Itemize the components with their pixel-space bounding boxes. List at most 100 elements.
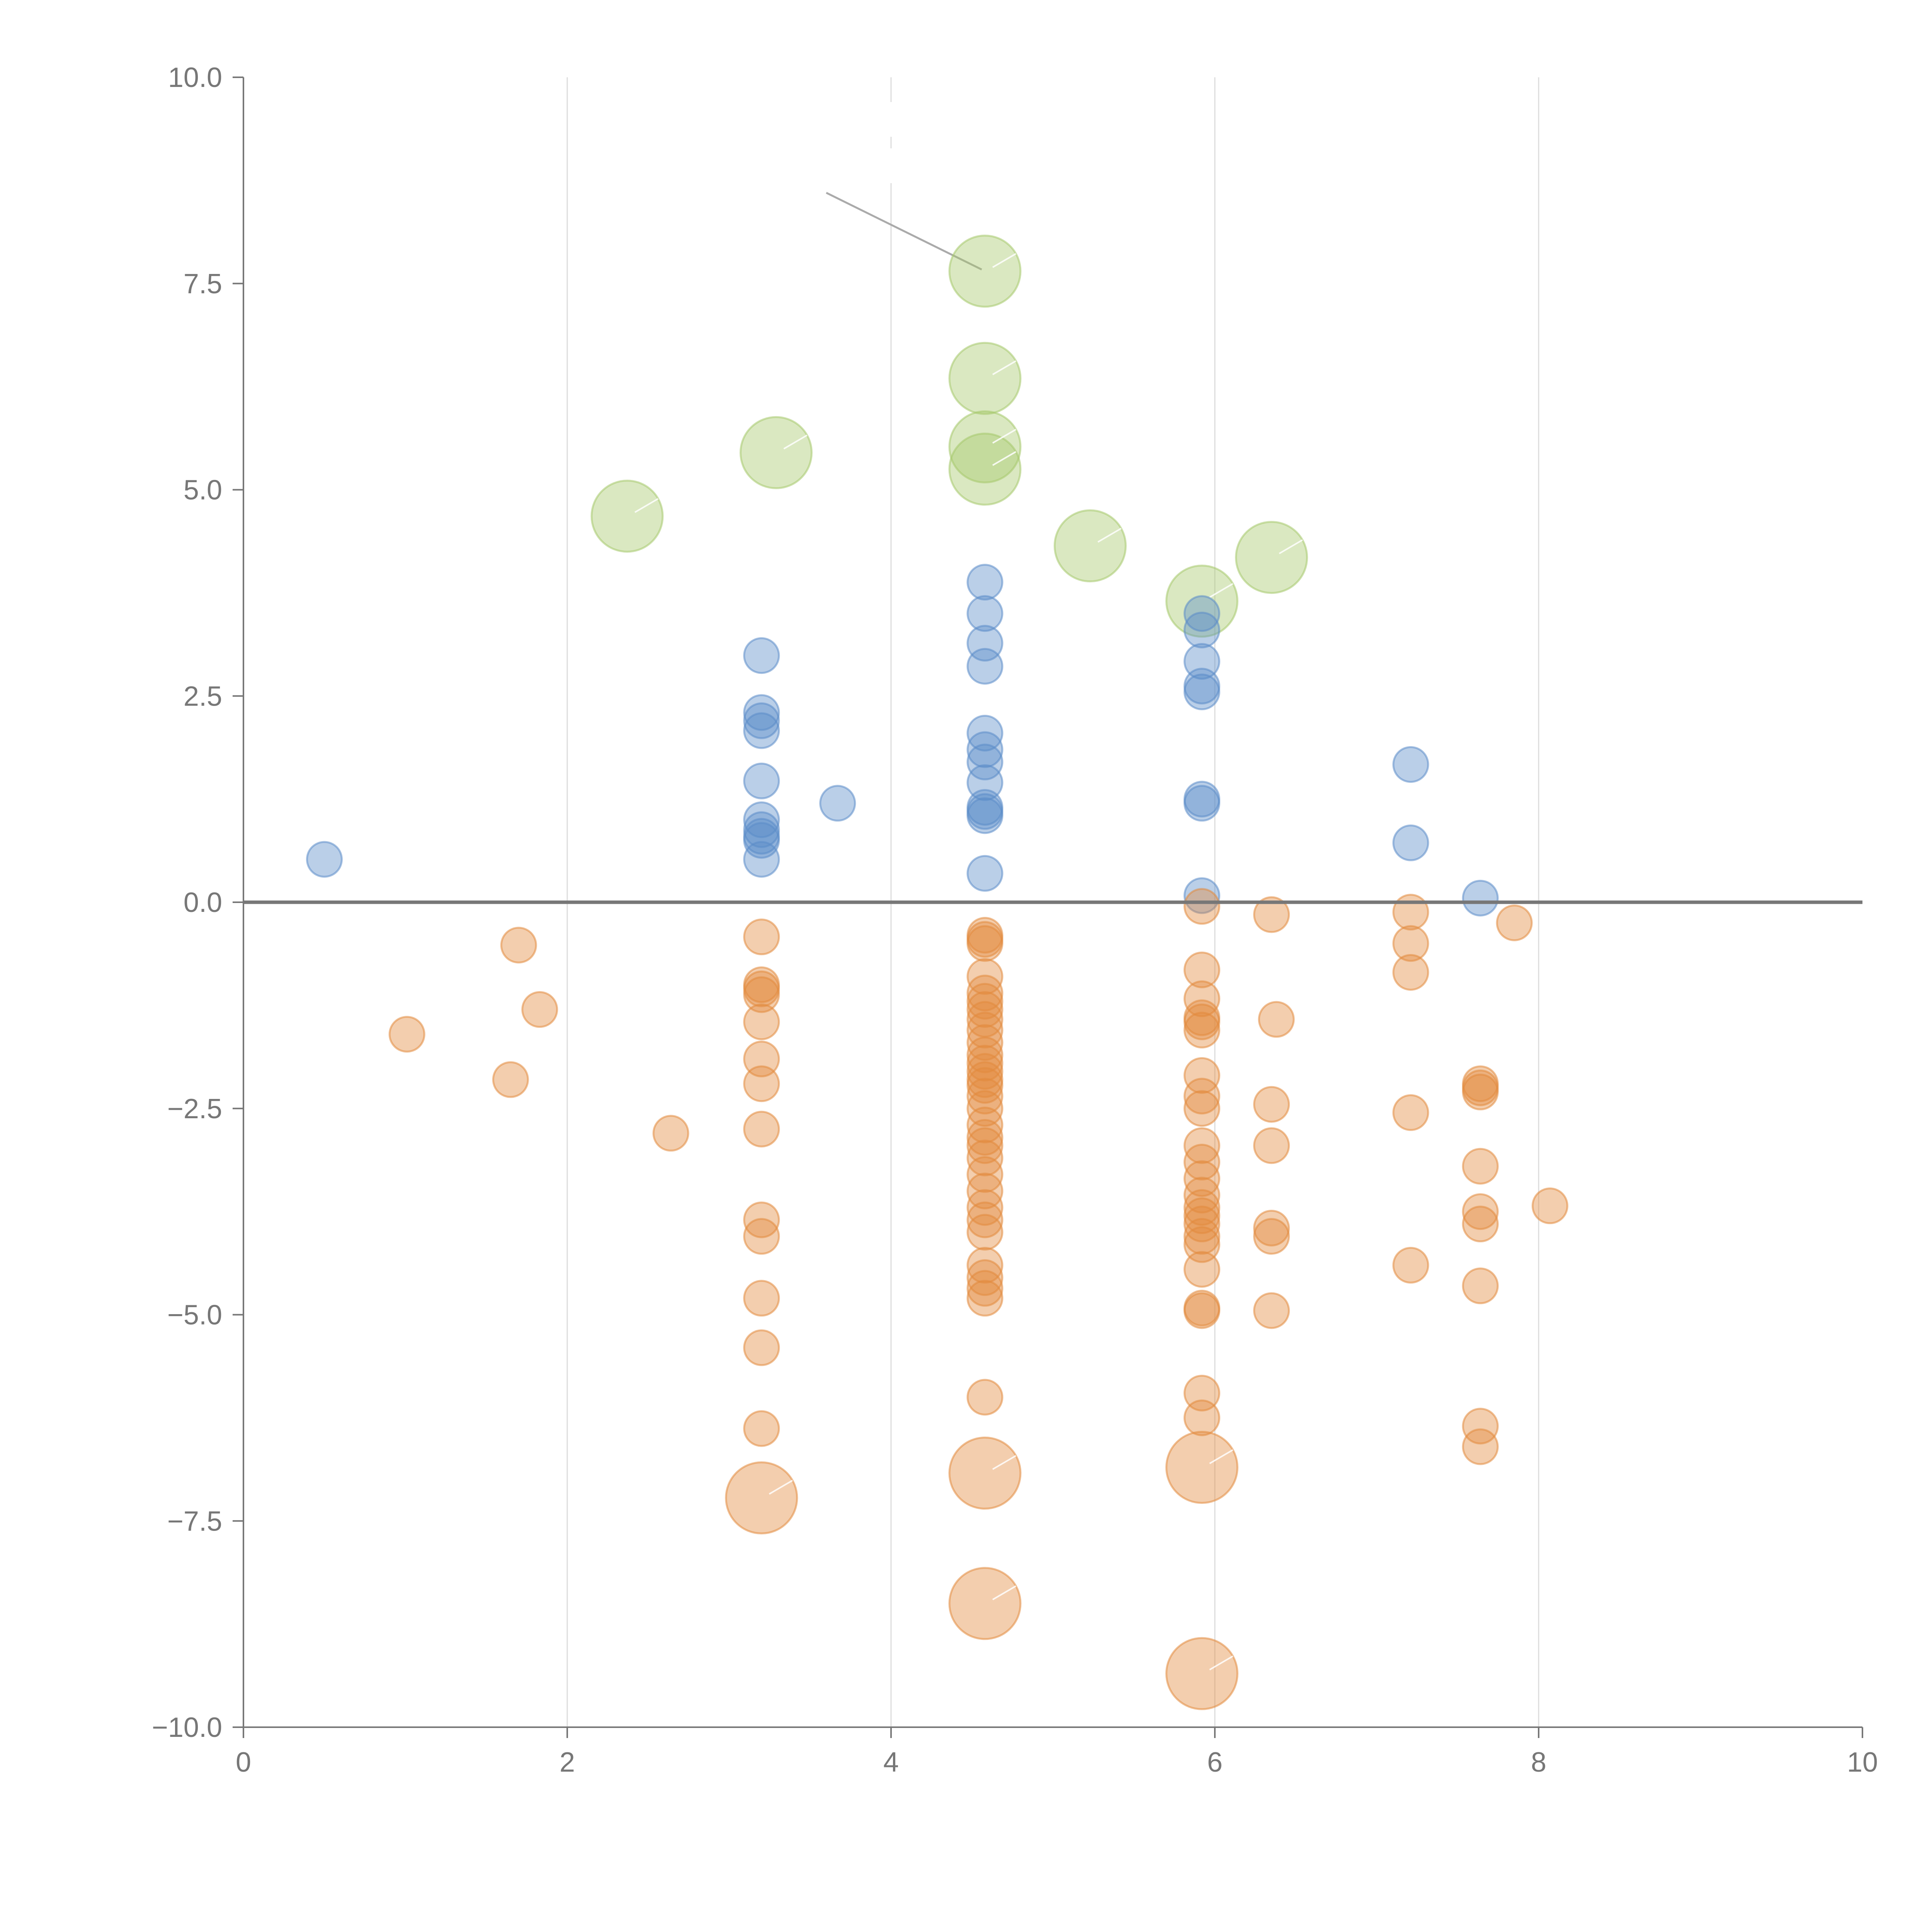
negative-point	[966, 1379, 1003, 1416]
positive-point	[1183, 877, 1220, 914]
x-tick-label: 10	[1847, 1747, 1878, 1778]
label-leader-line	[992, 1585, 1017, 1600]
y-tick-label: 7.5	[184, 269, 222, 299]
positive-point	[966, 648, 1003, 685]
negative-point	[1183, 1003, 1220, 1041]
negative-point	[1183, 1251, 1220, 1288]
label-leader-line	[992, 253, 1017, 268]
negative-point	[743, 1410, 780, 1447]
positive-point	[1183, 785, 1220, 822]
positive-point	[743, 822, 780, 859]
negative-point	[743, 976, 780, 1013]
negative-point	[1258, 1001, 1295, 1038]
x-tick-label: 2	[560, 1747, 575, 1778]
positive-point	[1392, 746, 1429, 783]
y-tick-label: −7.5	[167, 1506, 222, 1537]
negative-point	[492, 1061, 529, 1098]
negative-point	[1183, 951, 1220, 988]
negative-point	[1183, 1078, 1220, 1115]
positive-point	[743, 702, 780, 739]
x-tick-label: 0	[236, 1747, 251, 1778]
negative-point	[1392, 1094, 1429, 1131]
positive-point	[743, 712, 780, 749]
negative-point	[1183, 1218, 1220, 1255]
y-tick-label: 2.5	[184, 681, 222, 712]
positive-point	[743, 637, 780, 674]
negative-point	[743, 1218, 780, 1255]
negative-point	[1462, 1408, 1499, 1445]
negative-point	[1462, 1428, 1499, 1465]
negative-point	[1462, 1206, 1499, 1243]
x-tick-label: 8	[1531, 1747, 1546, 1778]
negative-point	[1183, 1090, 1220, 1127]
negative-large-point	[948, 1567, 1022, 1640]
negative-point	[966, 1259, 1003, 1296]
highlight-point	[948, 432, 1022, 506]
positive-point	[1392, 824, 1429, 861]
positive-point	[819, 785, 856, 822]
tick-labels: 10.0 7.5 5.0 2.5 0.0 −2.5 −5.0 −7.5 −10.0 0 2 4 6 8 10	[152, 62, 1878, 1778]
negative-point	[1462, 1073, 1499, 1111]
positive-point	[966, 797, 1003, 834]
negative-point	[1392, 925, 1429, 962]
data-points	[306, 235, 1568, 1710]
negative-point	[743, 1065, 780, 1102]
negative-point	[1183, 1206, 1220, 1243]
highlight-point	[740, 416, 813, 489]
positive-point	[306, 841, 343, 878]
label-leader-line	[1209, 583, 1233, 598]
annotation-line	[826, 192, 982, 270]
negative-point	[1253, 896, 1290, 933]
positive-point	[743, 762, 780, 799]
negative-point	[966, 1127, 1003, 1164]
negative-point	[1462, 1148, 1499, 1185]
highlight-point	[948, 410, 1022, 483]
negative-point	[1183, 1012, 1220, 1049]
x-tick-label: 4	[883, 1747, 899, 1778]
label-leader-line	[992, 1455, 1017, 1470]
highlight-point	[1053, 509, 1127, 583]
y-tick-label: 10.0	[168, 62, 222, 93]
negative-point	[1183, 1292, 1220, 1329]
negative-large-point	[1165, 1637, 1238, 1710]
positive-point	[1183, 611, 1220, 648]
negative-point	[1183, 1177, 1220, 1214]
negative-point	[1253, 1218, 1290, 1255]
negative-point	[1462, 1267, 1499, 1304]
label-leader-line	[1209, 1449, 1233, 1464]
negative-point	[1392, 894, 1429, 931]
negative-point	[966, 1024, 1003, 1061]
y-tick-label: 0.0	[184, 887, 222, 918]
negative-large-point	[1165, 1430, 1238, 1504]
highlight-point	[590, 480, 664, 553]
negative-point	[743, 918, 780, 956]
label-leader-line	[634, 498, 659, 513]
negative-point	[966, 1201, 1003, 1238]
positive-point	[966, 564, 1003, 601]
negative-point	[1183, 1197, 1220, 1234]
negative-point	[1531, 1187, 1568, 1225]
negative-point	[966, 925, 1003, 962]
negative-large-point	[725, 1461, 798, 1534]
negative-point	[1253, 1292, 1290, 1329]
negative-point	[1183, 1057, 1220, 1094]
label-leader-line	[1279, 539, 1303, 554]
highlight-point	[948, 342, 1022, 415]
highlight-point	[1235, 521, 1308, 594]
negative-point	[743, 1111, 780, 1148]
negative-point	[966, 1119, 1003, 1156]
negative-point	[1392, 1247, 1429, 1284]
y-tick-label: −2.5	[167, 1094, 222, 1124]
label-leader-line	[992, 360, 1017, 376]
negative-point	[1183, 888, 1220, 925]
positive-point	[966, 595, 1003, 632]
negative-point	[966, 1214, 1003, 1251]
label-leader-line	[769, 1480, 793, 1495]
label-leader-line	[992, 429, 1017, 444]
annotation	[826, 102, 982, 270]
negative-large-point	[948, 1436, 1022, 1510]
negative-point	[521, 991, 558, 1028]
negative-point	[1392, 954, 1429, 991]
